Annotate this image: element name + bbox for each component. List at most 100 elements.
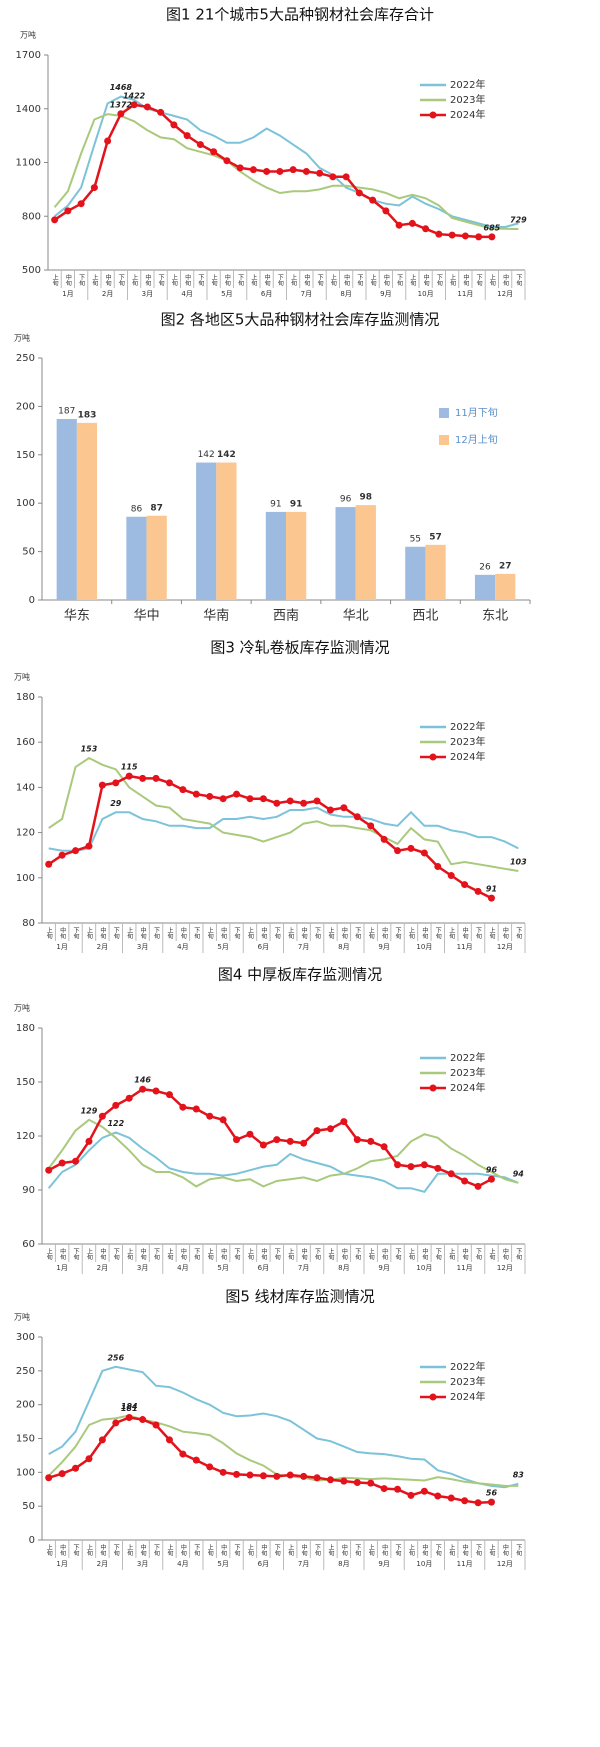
y-tick-label: 50 [22, 1501, 35, 1512]
series-line [48, 774, 493, 900]
legend-label: 2023年 [450, 1066, 485, 1079]
point [380, 835, 388, 843]
month-label: 11月 [457, 290, 473, 298]
bar [216, 462, 237, 600]
point [420, 1161, 428, 1169]
x-tick-label: 中旬 [300, 1247, 307, 1261]
y-tick-label: 100 [16, 1467, 35, 1478]
x-tick-label: 上旬 [367, 926, 374, 940]
point [117, 110, 125, 118]
legend-label: 2023年 [450, 93, 485, 106]
point [394, 1161, 402, 1169]
x-tick-label: 上旬 [290, 273, 297, 287]
chart-title: 图5 线材库存监测情况 [225, 1288, 374, 1306]
chart-title: 图1 21个城市5大品种钢材社会库存合计 [166, 6, 434, 24]
value-label: 57 [429, 532, 442, 542]
month-label: 7月 [298, 1560, 309, 1568]
month-label: 3月 [137, 1264, 148, 1272]
point [219, 1116, 227, 1124]
y-tick-label: 120 [16, 1131, 35, 1142]
point [223, 157, 231, 165]
x-tick-label: 上旬 [369, 273, 376, 287]
x-tick-label: 东北 [482, 609, 508, 624]
x-tick-label: 上旬 [166, 1247, 173, 1261]
value-label: 87 [150, 503, 163, 513]
x-tick-label: 下旬 [515, 1544, 522, 1557]
y-tick-label: 500 [22, 265, 41, 276]
x-tick-label: 上旬 [327, 926, 334, 940]
x-tick-label: 上旬 [45, 926, 52, 940]
x-tick-label: 中旬 [59, 1247, 66, 1261]
point [210, 148, 218, 156]
point [300, 1472, 308, 1480]
x-tick-label: 上旬 [210, 273, 217, 287]
x-tick-label: 中旬 [382, 273, 389, 287]
value-label: 122 [107, 1119, 124, 1128]
point [286, 1137, 294, 1145]
month-label: 2月 [97, 1264, 108, 1272]
value-label: 184 [121, 1402, 138, 1411]
point [340, 1477, 348, 1485]
x-tick-label: 中旬 [139, 1543, 146, 1557]
point [165, 1436, 173, 1444]
point [474, 1499, 482, 1507]
month-label: 11月 [457, 943, 473, 951]
point [474, 1182, 482, 1190]
bar [474, 574, 496, 600]
x-tick-label: 下旬 [354, 1544, 361, 1557]
y-tick-label: 60 [22, 1239, 35, 1250]
x-tick-label: 中旬 [260, 1543, 267, 1557]
legend-marker [429, 753, 437, 761]
month-label: 12月 [497, 943, 513, 951]
y-tick-label: 150 [16, 1434, 35, 1445]
y-tick-label: 1700 [16, 50, 41, 61]
point [72, 847, 80, 855]
x-tick-label: 上旬 [488, 1543, 495, 1557]
point [58, 851, 66, 859]
point [249, 166, 257, 174]
point [475, 233, 483, 241]
point [143, 103, 151, 111]
point [434, 863, 442, 870]
point [380, 1485, 388, 1493]
x-tick-label: 上旬 [409, 273, 416, 287]
point [394, 847, 402, 855]
value-label: 181 [121, 1404, 138, 1413]
x-tick-label: 中旬 [179, 1543, 186, 1557]
point [152, 774, 160, 782]
month-label: 2月 [97, 1560, 108, 1568]
x-tick-label: 下旬 [356, 274, 363, 287]
series-line [48, 1087, 493, 1188]
point [125, 1094, 133, 1102]
point [447, 872, 455, 880]
point [273, 1136, 281, 1144]
x-tick-label: 中旬 [340, 1247, 347, 1261]
point [435, 230, 443, 238]
value-label: 83 [513, 1470, 525, 1479]
legend-label: 11月下旬 [455, 406, 498, 419]
x-tick-label: 下旬 [157, 274, 164, 287]
x-tick-label: 中旬 [220, 1543, 227, 1557]
x-tick-label: 中旬 [300, 1543, 307, 1557]
x-tick-label: 上旬 [448, 926, 455, 940]
point [139, 774, 147, 782]
month-label: 9月 [378, 1264, 389, 1272]
month-label: 2月 [102, 290, 113, 298]
bar [196, 462, 217, 600]
x-tick-label: 中旬 [501, 1247, 508, 1261]
x-tick-label: 下旬 [153, 927, 160, 940]
point [98, 1112, 106, 1120]
point [342, 173, 350, 181]
x-tick-label: 上旬 [488, 926, 495, 940]
y-tick-label: 1400 [16, 104, 41, 115]
x-tick-label: 华东 [64, 609, 90, 624]
x-tick-label: 中旬 [461, 926, 468, 940]
x-tick-label: 下旬 [153, 1248, 160, 1261]
x-tick-label: 中旬 [381, 1543, 388, 1557]
point [152, 1087, 160, 1095]
point [420, 1487, 428, 1495]
point [286, 797, 294, 805]
month-label: 5月 [217, 1264, 228, 1272]
point [51, 216, 59, 224]
point [313, 1474, 321, 1482]
